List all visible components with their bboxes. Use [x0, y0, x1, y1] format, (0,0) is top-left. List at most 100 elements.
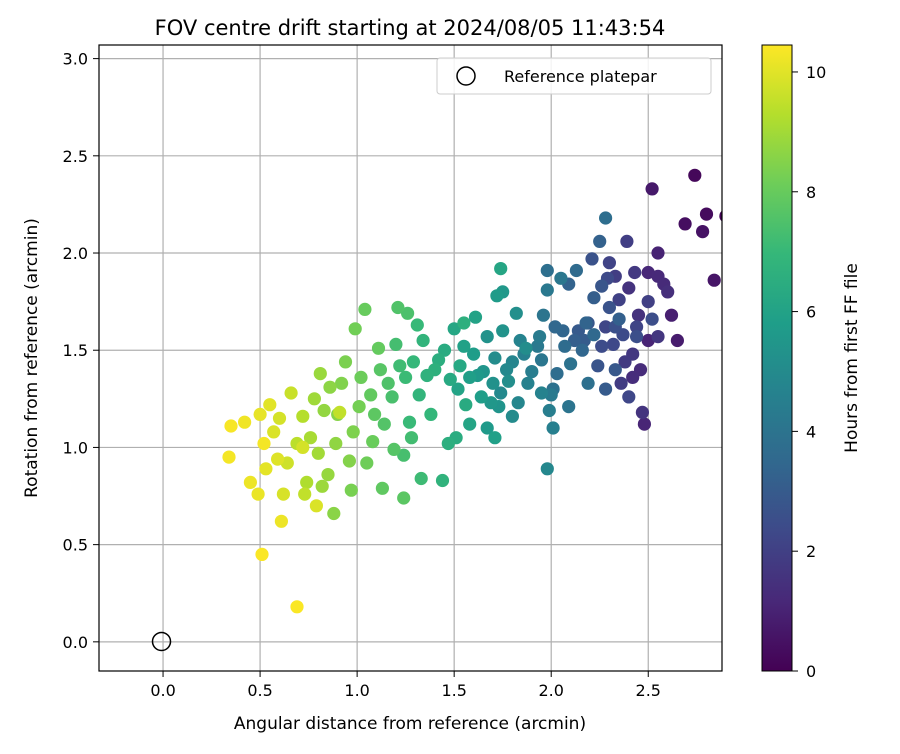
colorbar-tick-label: 10: [806, 63, 826, 82]
data-point: [381, 376, 395, 390]
data-point: [614, 376, 628, 390]
data-point: [575, 343, 589, 357]
data-point: [670, 333, 685, 348]
data-point: [579, 316, 593, 330]
data-point: [329, 436, 343, 451]
data-point: [540, 462, 554, 476]
x-tick-label: 0.0: [150, 681, 175, 700]
data-point: [274, 514, 288, 528]
data-point: [397, 491, 411, 505]
data-point: [494, 386, 508, 400]
data-point: [412, 388, 426, 402]
data-point: [284, 386, 298, 400]
data-point: [276, 487, 290, 501]
data-point: [397, 448, 411, 462]
data-point: [486, 376, 500, 390]
data-point: [599, 382, 613, 396]
data-point: [251, 487, 265, 501]
data-point: [688, 168, 702, 182]
data-point: [375, 481, 389, 495]
x-tick-label: 2.5: [636, 681, 661, 700]
data-point: [255, 547, 269, 562]
data-point: [505, 409, 519, 423]
data-point: [661, 285, 675, 299]
data-point: [626, 370, 640, 384]
data-point: [377, 417, 391, 431]
data-point: [309, 499, 323, 513]
colorbar-tick-label: 0: [806, 662, 816, 681]
data-point: [404, 431, 419, 445]
data-point: [406, 355, 420, 369]
data-point: [612, 293, 626, 307]
data-point: [352, 400, 366, 414]
data-point: [463, 417, 477, 431]
data-point: [474, 390, 488, 404]
data-point: [447, 322, 461, 336]
data-point: [620, 234, 634, 248]
data-point: [420, 368, 434, 383]
data-point: [534, 353, 549, 367]
data-point: [595, 279, 609, 293]
data-point: [238, 415, 252, 429]
legend-entry-reference: Reference platepar: [504, 67, 657, 86]
colorbar-ticks: 0 2 4 6 8 10: [792, 63, 826, 681]
colorbar-tick-label: 8: [806, 183, 816, 202]
data-point: [259, 462, 273, 476]
data-point: [435, 473, 450, 488]
data-point: [494, 262, 508, 276]
y-tick-label: 1.0: [63, 438, 88, 457]
data-point: [457, 339, 471, 353]
chart-title: FOV centre drift starting at 2024/08/05 …: [155, 16, 666, 40]
y-tick-label: 2.5: [63, 147, 88, 166]
data-point: [641, 295, 655, 309]
data-point: [467, 347, 481, 361]
data-point: [548, 320, 562, 334]
data-point: [459, 398, 473, 412]
data-point: [224, 419, 238, 433]
colorbar-label: Hours from first FF file: [842, 263, 862, 453]
data-point: [536, 308, 551, 322]
data-point: [719, 210, 722, 222]
data-point: [595, 339, 609, 353]
data-point: [424, 407, 438, 421]
y-tick-label: 3.0: [63, 50, 88, 69]
data-point: [453, 359, 467, 373]
data-point: [368, 407, 382, 421]
data-point: [488, 351, 502, 365]
data-point: [451, 382, 465, 396]
data-point: [533, 330, 547, 344]
data-point: [360, 456, 374, 470]
data-point: [402, 415, 417, 429]
data-point: [602, 256, 617, 270]
data-point: [443, 372, 457, 386]
data-point: [437, 343, 452, 357]
data-point: [401, 306, 415, 320]
data-point: [602, 300, 617, 315]
data-point: [335, 376, 349, 390]
colorbar-tick-label: 6: [806, 303, 816, 322]
x-axis-label: Angular distance from reference (arcmin): [234, 714, 586, 734]
data-point: [622, 281, 636, 295]
data-point: [635, 405, 650, 419]
data-point: [364, 388, 378, 402]
data-point: [441, 436, 455, 451]
data-point: [387, 442, 401, 456]
data-point: [323, 380, 337, 394]
data-point: [480, 330, 494, 344]
data-point: [354, 370, 368, 384]
data-point: [645, 182, 659, 196]
data-point: [296, 409, 310, 423]
data-point: [222, 450, 236, 464]
data-point: [311, 446, 325, 460]
data-point: [618, 355, 632, 369]
data-point: [562, 400, 576, 414]
data-point: [608, 363, 622, 377]
data-point: [257, 436, 271, 451]
x-tick-label: 1.5: [441, 681, 466, 700]
data-point: [490, 289, 504, 303]
data-point: [542, 403, 556, 418]
data-point: [511, 396, 525, 410]
y-tick-label: 1.5: [63, 341, 88, 360]
